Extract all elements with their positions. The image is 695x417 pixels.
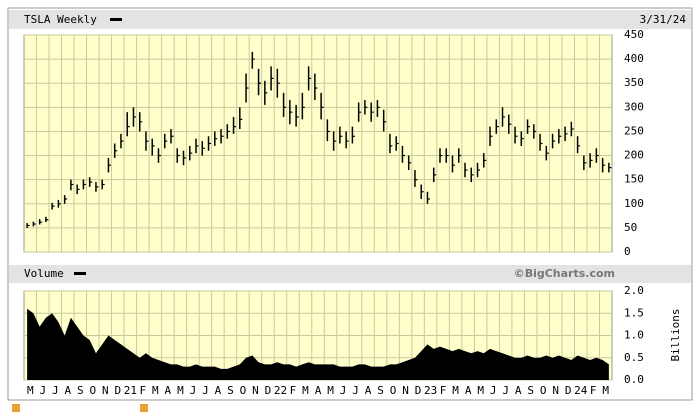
x-tick-label: N	[552, 384, 559, 397]
y-tick-label: 1.0	[624, 329, 644, 342]
y-tick-label: 1.5	[624, 306, 644, 319]
x-tick-label: 23	[424, 384, 437, 397]
y-tick-label: 50	[624, 221, 637, 234]
y-tick-label: 350	[624, 76, 644, 89]
x-tick-label: A	[165, 384, 172, 397]
x-tick-label: M	[27, 384, 34, 397]
x-tick-label: A	[365, 384, 372, 397]
x-tick-label: F	[140, 384, 147, 397]
date-label: 3/31/24	[640, 13, 687, 26]
x-tick-label: D	[565, 384, 572, 397]
x-tick-label: F	[440, 384, 447, 397]
x-tick-label: O	[390, 384, 397, 397]
x-tick-label: S	[77, 384, 84, 397]
chart-title: TSLA Weekly	[24, 13, 97, 26]
x-tick-label: M	[477, 384, 484, 397]
x-tick-label: J	[52, 384, 59, 397]
y-tick-label: 2.0	[624, 284, 644, 297]
volume-header	[9, 265, 691, 283]
x-tick-label: A	[315, 384, 322, 397]
x-tick-label: D	[115, 384, 122, 397]
x-tick-label: 21	[124, 384, 137, 397]
x-tick-label: 24	[574, 384, 588, 397]
watermark: ©BigCharts.com	[514, 267, 615, 280]
x-tick-label: M	[602, 384, 609, 397]
x-tick-label: O	[89, 384, 96, 397]
y-tick-label: 400	[624, 52, 644, 65]
x-tick-label: A	[465, 384, 472, 397]
plot-area	[23, 34, 613, 253]
x-tick-label: A	[215, 384, 222, 397]
volume-area	[27, 308, 609, 380]
x-tick-label: S	[227, 384, 234, 397]
x-tick-label: F	[590, 384, 597, 397]
x-tick-label: O	[540, 384, 547, 397]
icon	[12, 404, 20, 412]
x-tick-label: J	[202, 384, 209, 397]
x-tick-label: M	[302, 384, 309, 397]
price-header	[9, 10, 691, 29]
icon	[140, 404, 148, 412]
x-tick-label: J	[490, 384, 497, 397]
x-tick-label: D	[265, 384, 272, 397]
y-tick-label: 0.0	[624, 373, 644, 386]
x-tick-label: S	[527, 384, 534, 397]
legend-swatch	[110, 18, 122, 21]
x-tick-label: S	[377, 384, 384, 397]
x-tick-label: F	[290, 384, 297, 397]
x-tick-label: N	[252, 384, 259, 397]
x-tick-label: 22	[274, 384, 287, 397]
x-tick-label: J	[352, 384, 359, 397]
y-tick-label: 250	[624, 124, 644, 137]
x-tick-label: M	[327, 384, 334, 397]
y-tick-label: 0.5	[624, 351, 644, 364]
legend-swatch	[74, 272, 86, 275]
x-tick-label: J	[502, 384, 509, 397]
x-tick-label: N	[102, 384, 109, 397]
x-tick-label: J	[190, 384, 197, 397]
x-tick-label: M	[152, 384, 159, 397]
x-tick-label: M	[452, 384, 459, 397]
volume-title: Volume	[24, 267, 64, 280]
x-tick-label: N	[402, 384, 409, 397]
y-tick-label: 150	[624, 173, 644, 186]
x-tick-label: D	[415, 384, 422, 397]
x-tick-label: J	[39, 384, 46, 397]
x-tick-label: A	[515, 384, 522, 397]
y-tick-label: 0	[624, 245, 631, 258]
y-tick-label: 200	[624, 149, 644, 162]
x-tick-label: J	[340, 384, 347, 397]
x-tick-label: M	[177, 384, 184, 397]
y-axis-label: Billions	[669, 309, 682, 362]
x-tick-label: A	[64, 384, 71, 397]
y-tick-label: 100	[624, 197, 644, 210]
y-tick-label: 450	[624, 28, 644, 41]
y-tick-label: 300	[624, 100, 644, 113]
x-tick-label: O	[240, 384, 247, 397]
